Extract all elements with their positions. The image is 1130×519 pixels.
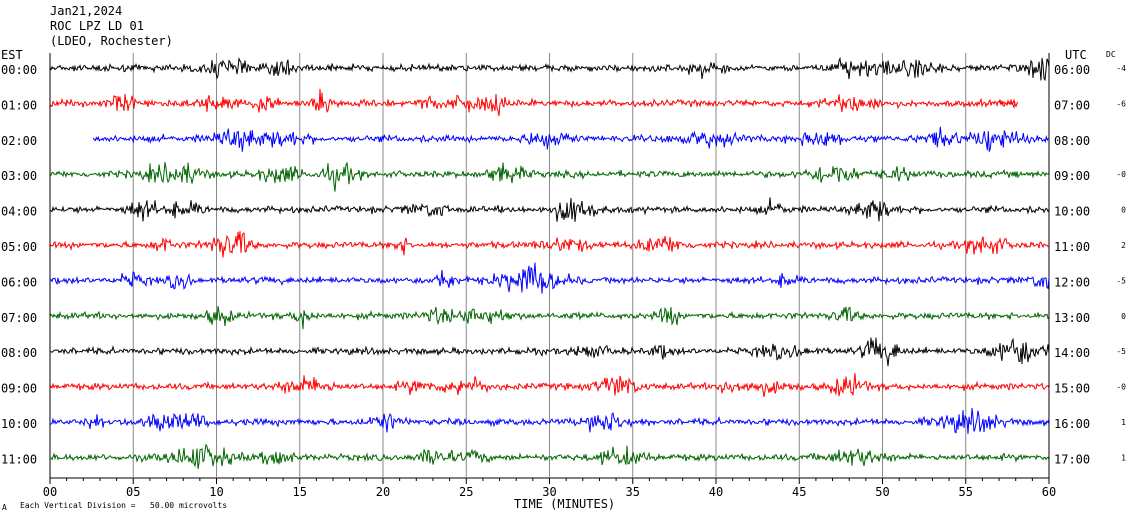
x-tick-label: 10 [209, 485, 223, 499]
utc-row-label: 11:00 [1054, 240, 1090, 254]
date-label: Jan21,2024 [50, 4, 123, 18]
est-row-label: 00:00 [1, 63, 37, 77]
est-row-label: 03:00 [1, 169, 37, 183]
est-row-label: 06:00 [1, 275, 37, 289]
dc-row-value: -0 [1116, 383, 1126, 392]
seismic-trace [49, 407, 1050, 434]
est-row-label: 09:00 [1, 382, 37, 396]
station-label: ROC LPZ LD 01 [50, 19, 144, 33]
x-tick-label: 05 [126, 485, 140, 499]
x-tick-label: 15 [293, 485, 307, 499]
trace-group [49, 56, 1050, 470]
est-row-label: 02:00 [1, 134, 37, 148]
seismic-trace [49, 88, 1016, 117]
dc-row-value: -0 [1116, 170, 1126, 179]
utc-row-label: 09:00 [1054, 169, 1090, 183]
x-tick-label: 55 [959, 485, 973, 499]
seismic-trace-fragment [998, 98, 1019, 108]
grid-lines [49, 53, 1050, 479]
utc-row-label: 13:00 [1054, 311, 1090, 325]
scale-note: Each Vertical Division = 50.00 microvolt… [20, 501, 228, 510]
utc-row-label: 08:00 [1054, 134, 1090, 148]
dc-row-value: 0 [1121, 312, 1126, 321]
x-tick-label: 35 [626, 485, 640, 499]
est-row-label: 08:00 [1, 346, 37, 360]
dc-label: DC [1106, 50, 1116, 59]
dc-row-value: -6 [1116, 99, 1126, 108]
x-tick-label: 00 [43, 485, 57, 499]
utc-row-label: 07:00 [1054, 98, 1090, 112]
x-tick-label: 45 [792, 485, 806, 499]
est-row-label: 07:00 [1, 311, 37, 325]
seismic-trace [49, 197, 1050, 222]
est-row-label: 10:00 [1, 417, 37, 431]
network-label: (LDEO, Rochester) [50, 34, 173, 48]
dc-row-value: -5 [1116, 276, 1126, 285]
x-tick-label: 30 [542, 485, 556, 499]
dc-row-value: -5 [1116, 347, 1126, 356]
seismic-trace [49, 443, 1050, 470]
seismic-trace [49, 337, 1050, 367]
dc-row-value: 2 [1121, 241, 1126, 250]
seismic-trace [49, 161, 1050, 192]
x-tick-label: 40 [709, 485, 723, 499]
seismic-trace [49, 56, 1050, 82]
footer-glyph: A [2, 503, 7, 512]
est-row-label: 04:00 [1, 205, 37, 219]
x-tick-label: 60 [1042, 485, 1056, 499]
right-timezone-label: UTC [1065, 48, 1087, 62]
utc-row-label: 17:00 [1054, 452, 1090, 466]
est-row-label: 01:00 [1, 98, 37, 112]
utc-row-label: 15:00 [1054, 382, 1090, 396]
dc-row-value: -4 [1116, 64, 1126, 73]
seismic-trace [49, 373, 1050, 397]
dc-row-value: 0 [1121, 206, 1126, 215]
x-axis-label: TIME (MINUTES) [514, 497, 616, 511]
dc-row-value: 1 [1121, 453, 1126, 462]
x-tick-label: 50 [875, 485, 889, 499]
left-timezone-label: EST [1, 48, 23, 62]
utc-row-label: 10:00 [1054, 205, 1090, 219]
x-tick-label: 20 [376, 485, 390, 499]
seismic-trace [49, 306, 1050, 330]
x-tick-label: 25 [459, 485, 473, 499]
seismic-trace [49, 231, 1050, 258]
seismic-trace [92, 126, 1049, 152]
est-row-label: 11:00 [1, 452, 37, 466]
utc-row-label: 14:00 [1054, 346, 1090, 360]
utc-row-label: 16:00 [1054, 417, 1090, 431]
row-labels: 00:00 06:00 -4 01:00 07:00 -6 02:00 08:00 03:00 0… [1, 63, 1126, 466]
x-axis: 00 05 10 15 20 25 30 35 40 45 50 55 60 [43, 478, 1056, 499]
utc-row-label: 06:00 [1054, 63, 1090, 77]
est-row-label: 05:00 [1, 240, 37, 254]
utc-row-label: 12:00 [1054, 275, 1090, 289]
dc-row-value: 1 [1121, 418, 1126, 427]
seismic-trace [49, 262, 1050, 294]
